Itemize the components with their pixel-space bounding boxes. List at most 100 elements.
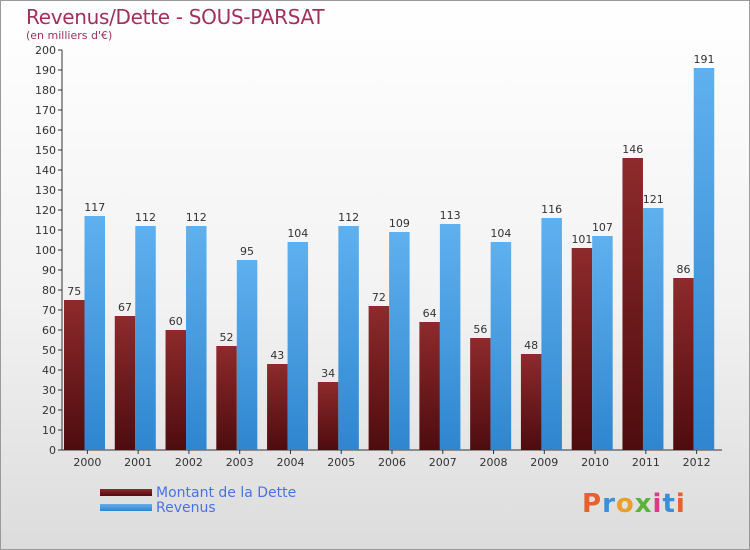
x-tick-label: 2005 [327, 456, 355, 469]
data-label-revenus: 191 [693, 53, 714, 66]
y-tick-label: 120 [35, 204, 56, 217]
data-label-revenus: 121 [643, 193, 664, 206]
bar-dette [470, 338, 491, 450]
data-label-dette: 56 [473, 323, 487, 336]
logo-letter: r [602, 489, 616, 519]
x-tick-label: 2007 [429, 456, 457, 469]
bar-dette [368, 306, 390, 450]
x-tick-label: 2002 [175, 456, 203, 469]
proxiti-logo: Proxiti [582, 489, 686, 519]
y-tick-label: 100 [35, 244, 56, 257]
data-label-dette: 64 [423, 307, 437, 320]
y-tick-label: 110 [35, 224, 56, 237]
y-tick-label: 40 [42, 364, 56, 377]
logo-letter: i [652, 489, 663, 519]
bar-revenus [389, 232, 410, 450]
y-tick-label: 150 [35, 144, 56, 157]
y-tick-label: 80 [42, 284, 56, 297]
x-tick-label: 2006 [378, 456, 406, 469]
bar-dette [216, 346, 237, 450]
y-tick-label: 60 [42, 324, 56, 337]
data-label-dette: 43 [270, 349, 284, 362]
bar-revenus [236, 260, 258, 450]
bar-revenus [287, 242, 309, 450]
y-tick-label: 10 [42, 424, 56, 437]
bar-revenus [541, 218, 562, 450]
y-tick-label: 50 [42, 344, 56, 357]
bar-dette [673, 278, 694, 450]
data-label-revenus: 112 [338, 211, 359, 224]
y-tick-label: 0 [49, 444, 56, 457]
data-label-revenus: 116 [541, 203, 562, 216]
data-label-revenus: 109 [389, 217, 410, 230]
data-label-revenus: 113 [440, 209, 461, 222]
y-tick-label: 200 [35, 44, 56, 57]
x-tick-label: 2003 [226, 456, 254, 469]
bar-revenus [693, 68, 715, 450]
x-tick-label: 2008 [480, 456, 508, 469]
data-label-revenus: 112 [135, 211, 156, 224]
data-label-dette: 67 [118, 301, 132, 314]
x-tick-label: 2011 [632, 456, 660, 469]
y-tick-label: 140 [35, 164, 56, 177]
chart-subtitle: (en milliers d'€) [26, 29, 113, 42]
data-label-revenus: 112 [186, 211, 207, 224]
y-tick-label: 90 [42, 264, 56, 277]
bar-dette [267, 364, 288, 450]
bar-dette [317, 382, 339, 450]
bar-dette [520, 354, 542, 450]
legend-swatch-dette [100, 489, 152, 496]
y-tick-label: 190 [35, 64, 56, 77]
data-label-dette: 146 [622, 143, 643, 156]
bar-dette [114, 316, 136, 450]
data-label-dette: 52 [220, 331, 234, 344]
y-tick-label: 70 [42, 304, 56, 317]
data-label-dette: 86 [676, 263, 690, 276]
x-tick-label: 2009 [530, 456, 558, 469]
logo-letter: t [662, 489, 676, 519]
bar-revenus [490, 242, 512, 450]
data-label-dette: 101 [571, 233, 592, 246]
x-tick-label: 2012 [683, 456, 711, 469]
bar-dette [622, 158, 643, 450]
legend-label-revenus: Revenus [156, 500, 216, 516]
data-label-dette: 48 [524, 339, 538, 352]
bar-dette [571, 248, 593, 450]
data-label-revenus: 107 [592, 221, 613, 234]
data-label-dette: 60 [169, 315, 183, 328]
y-tick-label: 30 [42, 384, 56, 397]
logo-letter: P [582, 489, 603, 519]
x-tick-label: 2000 [73, 456, 101, 469]
y-tick-label: 170 [35, 104, 56, 117]
bar-revenus [642, 208, 664, 450]
data-label-dette: 72 [372, 291, 386, 304]
data-label-revenus: 117 [84, 201, 105, 214]
data-label-dette: 75 [67, 285, 81, 298]
bar-revenus [338, 226, 359, 450]
legend-swatch-revenus [100, 504, 152, 511]
data-label-revenus: 104 [490, 227, 511, 240]
y-tick-label: 180 [35, 84, 56, 97]
data-label-revenus: 95 [240, 245, 254, 258]
data-label-dette: 34 [321, 367, 335, 380]
bar-revenus [439, 224, 461, 450]
bar-revenus [135, 226, 156, 450]
y-tick-label: 160 [35, 124, 56, 137]
y-tick-label: 130 [35, 184, 56, 197]
bar-dette [165, 330, 187, 450]
logo-letter: i [675, 489, 686, 519]
logo-letter: x [634, 489, 653, 519]
bar-revenus [592, 236, 613, 450]
y-tick-label: 20 [42, 404, 56, 417]
x-tick-label: 2001 [124, 456, 152, 469]
legend-label-dette: Montant de la Dette [156, 485, 297, 501]
chart-title: Revenus/Dette - SOUS-PARSAT [26, 5, 325, 29]
bar-revenus [84, 216, 105, 450]
data-label-revenus: 104 [287, 227, 308, 240]
bar-revenus [186, 226, 207, 450]
bar-dette [64, 300, 85, 450]
x-tick-label: 2004 [276, 456, 304, 469]
bar-dette [419, 322, 440, 450]
logo-letter: o [615, 489, 635, 519]
